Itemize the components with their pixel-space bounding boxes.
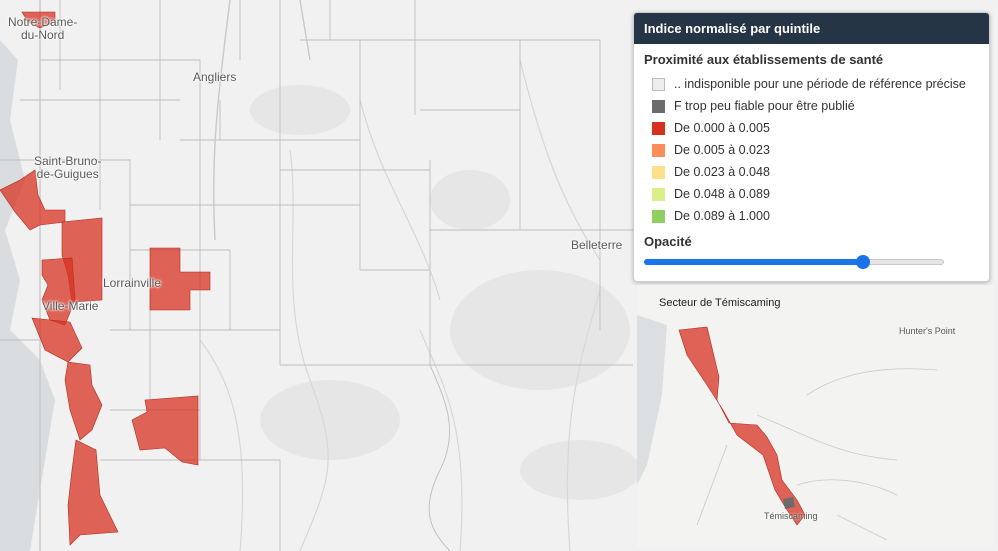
legend-swatch (652, 121, 665, 135)
place-label: Notre-Dame- (8, 15, 78, 29)
inset-region-unreliable[interactable] (783, 497, 795, 509)
legend-item: De 0.000 à 0.005 (652, 117, 989, 139)
legend-item-label: F trop peu fiable pour être publié (674, 99, 855, 113)
place-label: Saint-Bruno- (34, 154, 102, 168)
inset-place-hunters-point: Hunter's Point (899, 326, 956, 336)
legend-swatch (652, 187, 665, 201)
inset-place-temiscaming: Témiscaming (764, 511, 818, 521)
place-angliers: Angliers (193, 70, 237, 84)
region-notre-dame-du-nord[interactable] (21, 11, 56, 29)
choropleth-regions[interactable] (0, 11, 211, 546)
lake-timiskaming (0, 40, 55, 551)
opacity-slider[interactable] (644, 255, 944, 269)
slider-fill (644, 259, 863, 265)
legend-items: .. indisponible pour une période de réfé… (634, 73, 989, 227)
region-south-strip[interactable] (67, 439, 119, 546)
legend-item-label: De 0.023 à 0.048 (674, 165, 770, 179)
legend-item-label: .. indisponible pour une période de réfé… (674, 77, 966, 91)
inset-region-north[interactable] (678, 326, 806, 526)
legend-panel: Indice normalisé par quintile Proximité … (633, 12, 990, 282)
legend-item-label: De 0.048 à 0.089 (674, 187, 770, 201)
inset-choropleth[interactable] (678, 326, 806, 526)
legend-item: De 0.023 à 0.048 (652, 161, 989, 183)
roads (39, 0, 311, 551)
legend-item-label: De 0.005 à 0.023 (674, 143, 770, 157)
rivers (199, 59, 601, 551)
legend-swatch (652, 77, 665, 91)
legend-swatch (652, 165, 665, 179)
legend-swatch (652, 99, 665, 113)
inset-title: Secteur de Témiscaming (659, 297, 781, 309)
inset-map[interactable]: Secteur de Témiscaming Témiscaming Hunte… (637, 285, 993, 547)
legend-item: De 0.089 à 1.000 (652, 205, 989, 227)
legend-item-label: De 0.089 à 1.000 (674, 209, 770, 223)
inset-map-canvas[interactable] (637, 285, 993, 547)
legend-item: .. indisponible pour une période de réfé… (652, 73, 989, 95)
legend-subtitle: Proximité aux établissements de santé (644, 52, 884, 67)
place-ville-marie: Ville-Marie (42, 299, 99, 313)
legend-item-label: De 0.000 à 0.005 (674, 121, 770, 135)
slider-thumb[interactable] (855, 255, 870, 269)
region-lorrainville[interactable] (149, 247, 211, 311)
terrain-shading (250, 85, 640, 500)
place-belleterre: Belleterre (571, 238, 623, 252)
inset-boundary-lines (696, 368, 938, 541)
region-duhamel[interactable] (64, 361, 103, 441)
legend-item: De 0.005 à 0.023 (652, 139, 989, 161)
legend-item: F trop peu fiable pour être publié (652, 95, 989, 117)
legend-swatch (652, 143, 665, 157)
region-laverlochere[interactable] (131, 395, 199, 466)
inset-lake (637, 315, 667, 485)
boundary-lines (0, 0, 633, 551)
opacity-label: Opacité (644, 234, 692, 249)
place-saint-bruno-de-guigues: Saint-Bruno- de-Guigues (34, 155, 101, 181)
legend-item: De 0.048 à 0.089 (652, 183, 989, 205)
region-ville-marie[interactable] (31, 317, 83, 363)
region-saint-bruno[interactable] (0, 169, 66, 231)
place-lorrainville: Lorrainville (103, 276, 162, 290)
legend-swatch (652, 209, 665, 223)
place-label: du-Nord (21, 28, 65, 42)
place-notre-dame-du-nord: Notre-Dame- du-Nord (8, 16, 77, 42)
legend-title: Indice normalisé par quintile (634, 13, 989, 44)
place-label: de-Guigues (36, 167, 99, 181)
